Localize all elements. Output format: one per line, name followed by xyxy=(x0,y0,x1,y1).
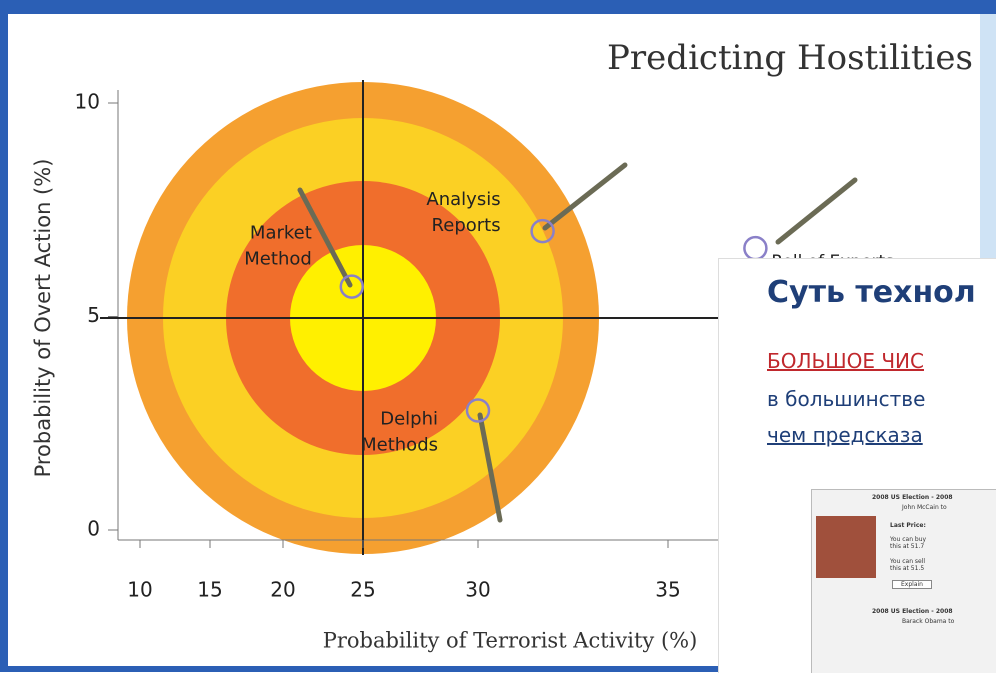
x-axis-label: Probability of Terrorist Activity (%) xyxy=(323,629,698,653)
y-tick-label: 5 xyxy=(87,303,100,327)
screenshot: 2008 US Election - 2008 John McCain to L… xyxy=(811,489,996,673)
shot-subtitle: Barack Obama to xyxy=(902,618,954,625)
y-axis-label: Probability of Overt Action (%) xyxy=(31,159,55,478)
x-tick-label: 10 xyxy=(127,578,152,602)
x-tick-label: 15 xyxy=(197,578,222,602)
shot-text: Last Price: xyxy=(890,522,926,529)
chart-title: Predicting Hostilities xyxy=(607,38,973,78)
y-tick-label: 0 xyxy=(87,517,100,541)
shot-title: 2008 US Election - 2008 xyxy=(872,494,953,501)
x-tick-label: 20 xyxy=(270,578,295,602)
shot-text: You can sell this at 51.5 xyxy=(890,558,930,572)
overlay-heading: Суть технол xyxy=(767,275,976,310)
x-tick-label: 25 xyxy=(350,578,375,602)
overlay-slide: Суть технол БОЛЬШОЕ ЧИС в большинстве че… xyxy=(718,258,996,673)
shot-button: Explain xyxy=(892,580,932,589)
overlay-line: в большинстве xyxy=(767,387,925,411)
x-tick-label: 35 xyxy=(655,578,680,602)
page: Predicting Hostilities Probability of Te… xyxy=(0,0,996,672)
shot-subtitle: John McCain to xyxy=(902,504,947,511)
x-tick-label: 30 xyxy=(465,578,490,602)
overlay-line: БОЛЬШОЕ ЧИС xyxy=(767,349,924,373)
overlay-line: чем предсказа xyxy=(767,423,923,447)
photo xyxy=(816,516,876,578)
shot-title: 2008 US Election - 2008 xyxy=(872,608,953,615)
shot-text: You can buy this at 51.7 xyxy=(890,536,930,550)
y-tick-label: 10 xyxy=(75,90,100,114)
